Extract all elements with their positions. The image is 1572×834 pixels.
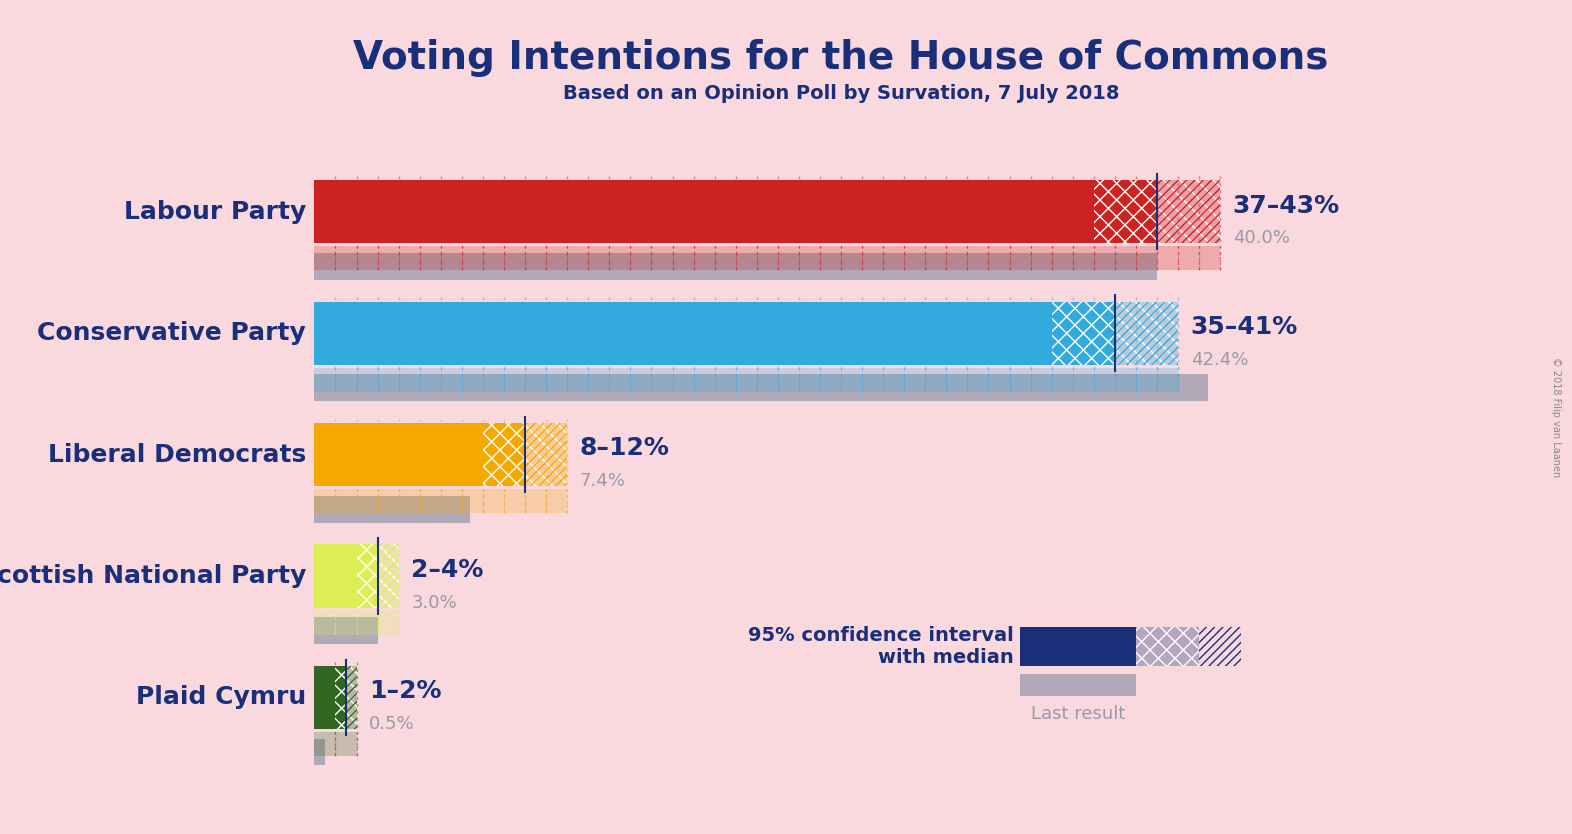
Text: Labour Party: Labour Party [124, 199, 307, 224]
Text: 42.4%: 42.4% [1190, 351, 1248, 369]
Bar [1020, 627, 1137, 666]
Bar [1137, 627, 1199, 666]
Bar [1115, 302, 1177, 364]
Text: Scottish National Party: Scottish National Party [0, 564, 307, 588]
Bar [483, 423, 567, 486]
Text: 1–2%: 1–2% [369, 680, 442, 703]
Text: 7.4%: 7.4% [580, 472, 626, 490]
Bar [483, 423, 567, 486]
Text: Based on an Opinion Poll by Survation, 7 July 2018: Based on an Opinion Poll by Survation, 7… [563, 84, 1119, 103]
Text: Conservative Party: Conservative Party [38, 321, 307, 345]
Bar [1020, 675, 1137, 696]
Text: 37–43%: 37–43% [1232, 193, 1339, 218]
Bar [1052, 302, 1177, 364]
Bar [1052, 302, 1177, 364]
Bar [1157, 180, 1220, 244]
Bar [377, 545, 399, 607]
Bar [314, 666, 346, 729]
Bar [314, 489, 567, 513]
Bar [335, 666, 357, 729]
Bar [314, 732, 357, 756]
Bar [314, 246, 1220, 270]
Bar [314, 617, 377, 644]
Bar [346, 666, 357, 729]
Text: Plaid Cymru: Plaid Cymru [135, 686, 307, 710]
Bar [314, 423, 525, 486]
Text: Liberal Democrats: Liberal Democrats [47, 443, 307, 466]
Bar [314, 302, 1115, 364]
Bar [1094, 180, 1220, 244]
Bar [1094, 180, 1220, 244]
Text: 35–41%: 35–41% [1190, 315, 1298, 339]
Text: 0.5%: 0.5% [369, 715, 415, 733]
Bar [1137, 627, 1199, 666]
Text: 95% confidence interval: 95% confidence interval [748, 626, 1014, 645]
Bar [314, 253, 1157, 279]
Bar [525, 423, 567, 486]
Text: 8–12%: 8–12% [580, 436, 670, 460]
Bar [314, 374, 1207, 401]
Bar [314, 496, 470, 523]
Bar [357, 545, 399, 607]
Bar [357, 545, 399, 607]
Text: Last result: Last result [1031, 705, 1126, 723]
Text: 40.0%: 40.0% [1232, 229, 1289, 248]
Bar [314, 739, 325, 766]
Bar [335, 666, 357, 729]
Text: © 2018 Filip van Laanen: © 2018 Filip van Laanen [1552, 357, 1561, 477]
Text: 2–4%: 2–4% [412, 558, 484, 582]
Bar [314, 368, 1177, 392]
Text: 3.0%: 3.0% [412, 594, 457, 611]
Bar [1199, 627, 1242, 666]
Bar [314, 545, 377, 607]
Bar [314, 610, 399, 635]
Text: Voting Intentions for the House of Commons: Voting Intentions for the House of Commo… [354, 39, 1328, 78]
Bar [314, 180, 1157, 244]
Text: with median: with median [879, 648, 1014, 667]
